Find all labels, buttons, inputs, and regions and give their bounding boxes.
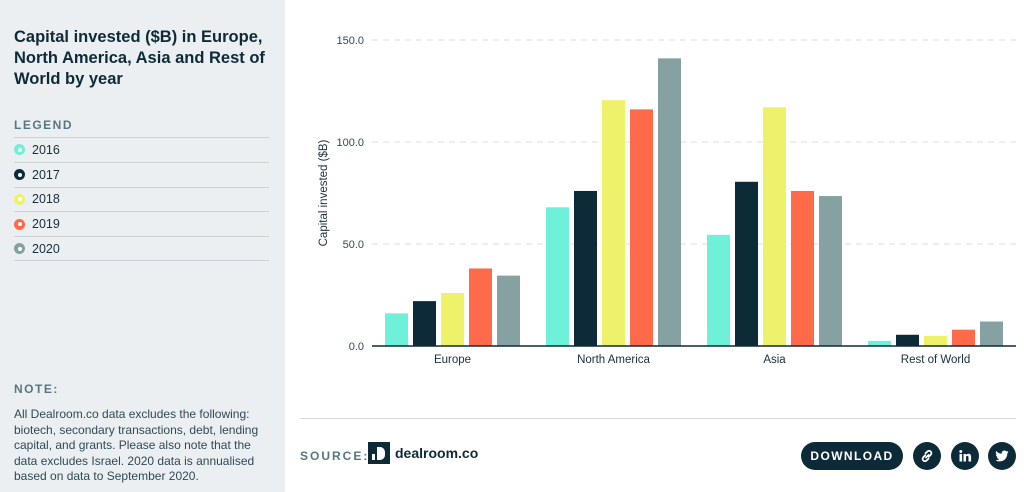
chart-canvas: 0.0 50.0 100.0 150.0 Capital invested ($B) Eu…	[318, 35, 1016, 366]
legend-label: 2019	[32, 217, 60, 232]
legend: 2016 2017 2018 2019 2020	[14, 137, 269, 261]
footer-divider	[300, 418, 1016, 419]
dealroom-logo-icon	[368, 442, 390, 464]
bar	[413, 301, 436, 346]
bar	[441, 292, 464, 346]
y-tick-label: 0.0	[349, 341, 364, 353]
legend-item-2017[interactable]: 2017	[14, 161, 269, 187]
bar	[385, 313, 408, 346]
note-heading: NOTE:	[14, 382, 59, 396]
bar	[497, 275, 520, 346]
bar	[952, 329, 975, 346]
bar	[735, 181, 758, 346]
sidebar: Capital invested ($B) in Europe, North A…	[0, 0, 285, 492]
download-button[interactable]: DOWNLOAD	[801, 442, 903, 470]
legend-swatch-2016	[14, 144, 25, 156]
legend-label: 2016	[32, 142, 60, 157]
chart-title: Capital invested ($B) in Europe, North A…	[14, 28, 265, 88]
bar	[924, 335, 947, 346]
bar	[546, 207, 569, 346]
x-tick-label: North America	[577, 354, 650, 366]
bar	[763, 107, 786, 346]
legend-label: 2020	[32, 241, 60, 256]
bar	[630, 109, 653, 346]
legend-swatch-2018	[14, 193, 25, 205]
twitter-icon	[995, 450, 1009, 462]
legend-item-2018[interactable]: 2018	[14, 186, 269, 212]
x-tick-label: Rest of World	[901, 354, 970, 366]
bar	[574, 190, 597, 346]
linkedin-share-button[interactable]	[951, 442, 979, 470]
copy-link-button[interactable]	[913, 442, 941, 470]
legend-label: 2018	[32, 192, 60, 207]
bar	[707, 234, 730, 346]
note-text: All Dealroom.co data excludes the follow…	[14, 407, 259, 483]
y-tick-label: 100.0	[336, 137, 364, 149]
legend-label: 2017	[32, 167, 60, 182]
y-axis-label: Capital invested ($B)	[318, 139, 330, 246]
x-tick-label: Europe	[434, 354, 471, 366]
source-logo[interactable]: dealroom.co	[368, 442, 478, 464]
legend-swatch-2019	[14, 218, 25, 230]
link-icon	[921, 449, 933, 463]
bar	[602, 100, 625, 347]
twitter-share-button[interactable]	[988, 442, 1016, 470]
bar	[658, 58, 681, 347]
y-tick-label: 50.0	[343, 239, 364, 251]
legend-item-2020[interactable]: 2020	[14, 236, 269, 261]
legend-item-2019[interactable]: 2019	[14, 211, 269, 236]
bar	[469, 268, 492, 346]
bar	[868, 340, 891, 346]
x-tick-label: Asia	[763, 354, 786, 366]
bar	[819, 196, 842, 346]
linkedin-icon	[959, 450, 972, 462]
legend-swatch-2017	[14, 169, 25, 181]
bar-chart: 0.0 50.0 100.0 150.0 Capital invested ($B) Eu…	[300, 0, 1024, 410]
source-label: SOURCE:	[300, 449, 370, 463]
legend-swatch-2020	[14, 243, 25, 255]
y-tick-label: 150.0	[336, 35, 364, 47]
legend-item-2016[interactable]: 2016	[14, 137, 269, 162]
source-name: dealroom.co	[395, 445, 479, 461]
bar	[791, 190, 814, 346]
legend-heading: LEGEND	[14, 118, 74, 132]
bar	[980, 321, 1003, 346]
bar	[896, 334, 919, 346]
